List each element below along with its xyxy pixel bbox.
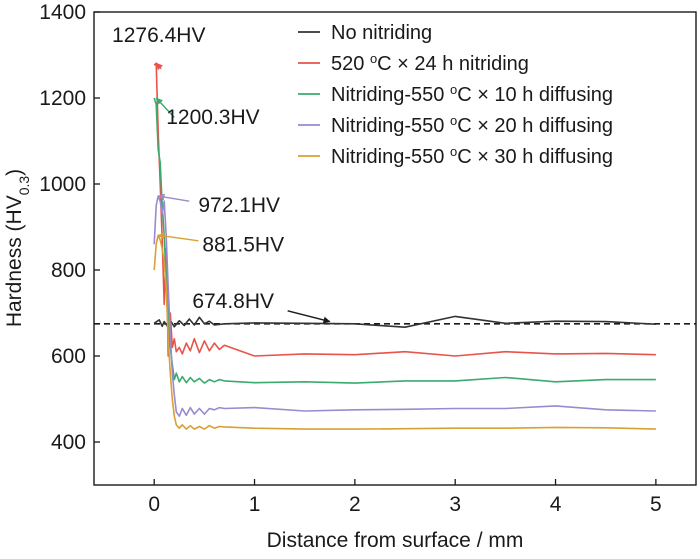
series-line-2	[153, 62, 656, 357]
y-tick-label: 400	[51, 431, 86, 454]
annotation-arrow	[155, 62, 164, 71]
legend-label: Nitriding-550 oC × 30 h diffusing	[331, 144, 613, 169]
y-tick-label: 1200	[39, 87, 86, 110]
series-line-4	[153, 195, 656, 418]
series-line-3	[153, 97, 656, 384]
plot-area: 1276.4HV 1200.3HV 972.1HV 881.5HV 674.8HV	[93, 11, 697, 486]
x-axis: 0 1 2 3 4 5	[148, 479, 662, 516]
x-tick-label: 0	[148, 493, 160, 516]
series-line-5	[153, 234, 656, 430]
y-tick-label: 600	[51, 345, 86, 368]
x-tick-label: 5	[650, 493, 662, 516]
annotation-label: 674.8HV	[192, 290, 274, 313]
legend-label: Nitriding-550 oC × 20 h diffusing	[331, 113, 613, 138]
annotation-label: 1200.3HV	[166, 106, 259, 129]
series-layer	[153, 62, 656, 430]
annotation-arrow	[155, 97, 175, 118]
y-tick-label: 800	[51, 259, 86, 282]
y-tick-label: 1400	[39, 1, 86, 24]
y-axis-label: Hardness (HV0.3)	[3, 169, 32, 327]
legend-label: Nitriding-550 oC × 10 h diffusing	[331, 82, 613, 107]
y-tick-label: 1000	[39, 173, 86, 196]
x-tick-label: 2	[349, 493, 361, 516]
annotation-layer: 1276.4HV 1200.3HV 972.1HV 881.5HV 674.8HV	[112, 24, 331, 324]
annotation-arrow	[157, 193, 190, 202]
annotation-label: 881.5HV	[202, 234, 284, 257]
legend: No nitriding 520 oC × 24 h nitriding Nitri…	[298, 22, 613, 168]
y-axis: 400 600 800 1000 1200 1400	[39, 1, 100, 454]
x-tick-label: 1	[249, 493, 261, 516]
x-axis-label: Distance from surface / mm	[267, 529, 524, 552]
plot-frame	[93, 11, 697, 486]
series-line-1	[153, 315, 656, 329]
annotation-label: 1276.4HV	[112, 24, 205, 47]
annotation-arrow	[287, 310, 331, 324]
x-tick-label: 3	[449, 493, 461, 516]
legend-label: No nitriding	[331, 22, 432, 44]
legend-label: 520 oC × 24 h nitriding	[331, 51, 529, 76]
annotation-arrow	[157, 232, 199, 242]
x-tick-label: 4	[550, 493, 562, 516]
annotation-label: 972.1HV	[198, 194, 280, 217]
